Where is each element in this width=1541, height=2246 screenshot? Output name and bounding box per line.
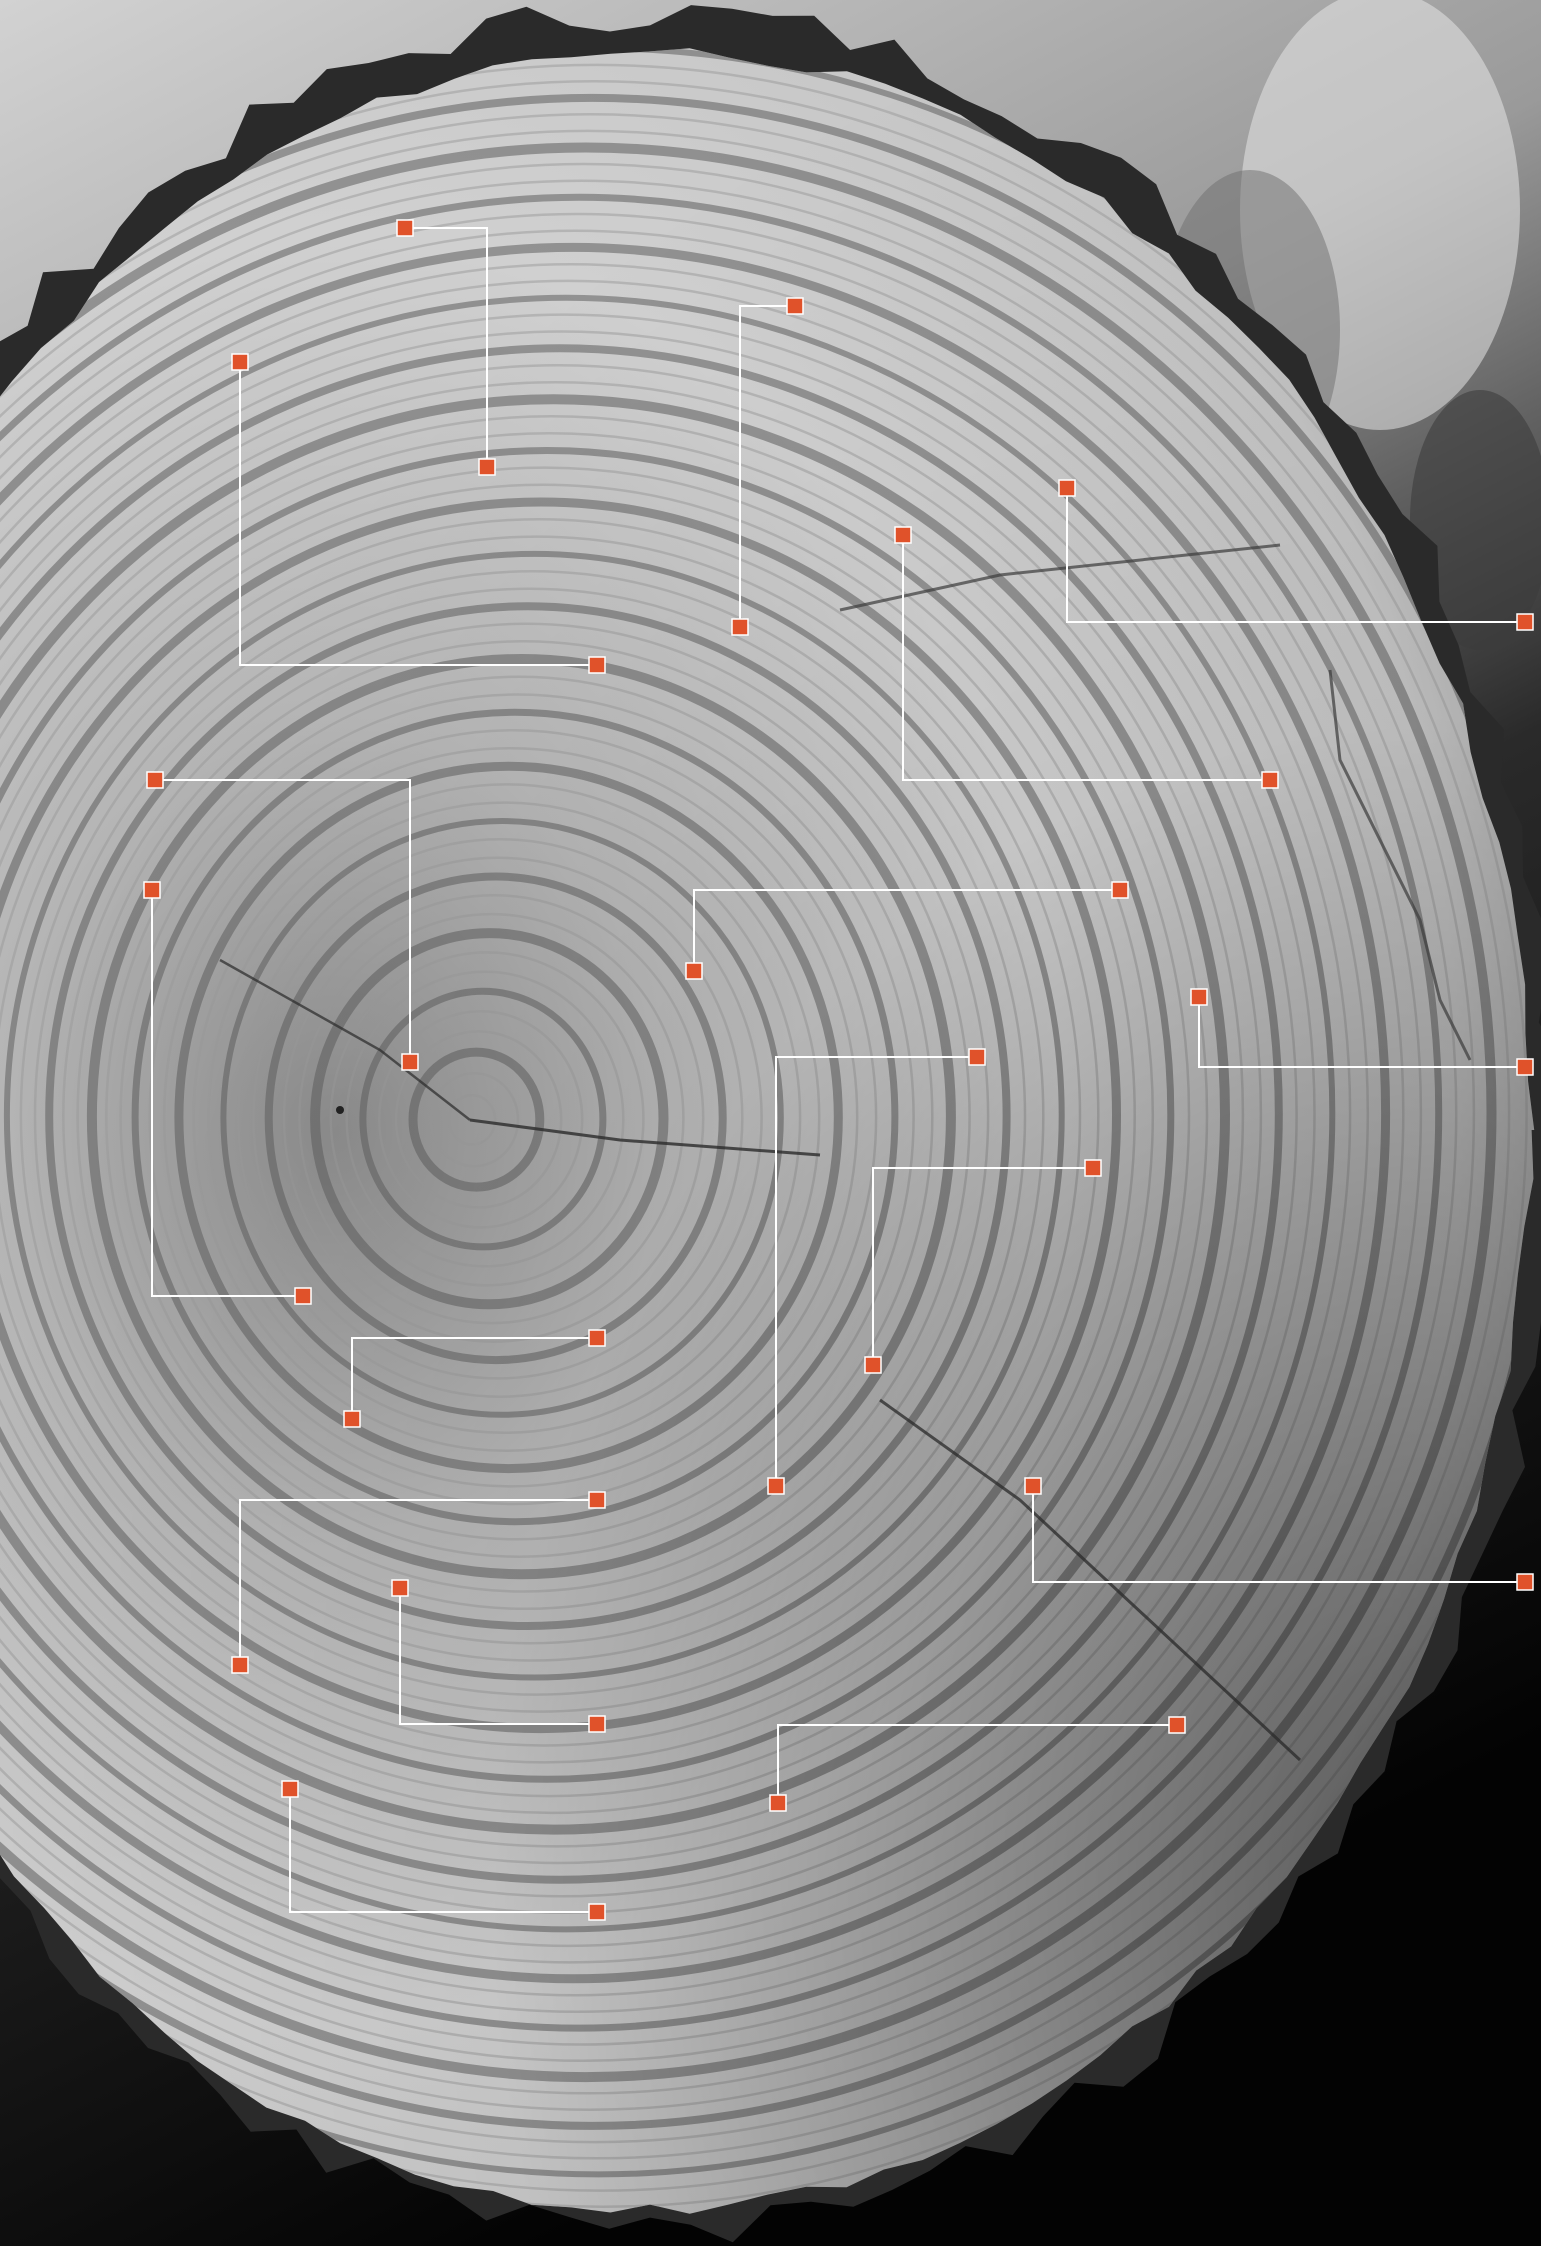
connector-line bbox=[405, 227, 488, 467]
annotation-marker bbox=[588, 656, 606, 674]
connector-line bbox=[399, 1588, 597, 1725]
connector-line bbox=[289, 1789, 597, 1913]
annotation-marker bbox=[401, 1053, 419, 1071]
connector-line bbox=[739, 305, 795, 627]
annotation-marker bbox=[396, 219, 414, 237]
annotation-marker bbox=[1111, 881, 1129, 899]
annotation-marker bbox=[281, 1780, 299, 1798]
annotation-marker bbox=[731, 618, 749, 636]
connector-line bbox=[239, 1499, 597, 1665]
connector-line bbox=[1198, 997, 1525, 1068]
annotation-marker bbox=[1084, 1159, 1102, 1177]
annotation-marker bbox=[1516, 613, 1534, 631]
connector-lines bbox=[151, 227, 1525, 1913]
annotation-marker bbox=[231, 353, 249, 371]
connector-line bbox=[239, 362, 597, 666]
annotation-marker bbox=[769, 1794, 787, 1812]
connector-line bbox=[777, 1724, 1177, 1803]
connector-line bbox=[775, 1056, 977, 1486]
annotation-marker bbox=[146, 771, 164, 789]
annotation-marker bbox=[588, 1903, 606, 1921]
connector-line bbox=[1066, 488, 1525, 623]
annotation-markers bbox=[143, 219, 1534, 1921]
annotation-marker bbox=[588, 1715, 606, 1733]
connector-line bbox=[155, 779, 411, 1062]
connector-line bbox=[1032, 1486, 1525, 1583]
connector-line bbox=[351, 1337, 597, 1419]
annotation-marker bbox=[1024, 1477, 1042, 1495]
annotation-marker bbox=[231, 1656, 249, 1674]
connector-line bbox=[693, 889, 1120, 971]
annotation-marker bbox=[343, 1410, 361, 1428]
annotation-marker bbox=[1190, 988, 1208, 1006]
annotation-marker bbox=[685, 962, 703, 980]
annotation-marker bbox=[1261, 771, 1279, 789]
annotation-marker bbox=[294, 1287, 312, 1305]
connector-line bbox=[902, 535, 1270, 781]
annotation-marker bbox=[786, 297, 804, 315]
annotation-marker bbox=[478, 458, 496, 476]
annotation-marker bbox=[588, 1491, 606, 1509]
annotation-marker bbox=[767, 1477, 785, 1495]
annotation-marker bbox=[1516, 1058, 1534, 1076]
connector-line bbox=[151, 890, 303, 1297]
annotation-marker bbox=[968, 1048, 986, 1066]
annotation-marker bbox=[1058, 479, 1076, 497]
annotation-marker bbox=[1516, 1573, 1534, 1591]
annotation-marker bbox=[894, 526, 912, 544]
annotation-marker bbox=[588, 1329, 606, 1347]
annotation-marker bbox=[864, 1356, 882, 1374]
annotation-marker bbox=[143, 881, 161, 899]
annotation-marker bbox=[1168, 1716, 1186, 1734]
annotation-marker bbox=[391, 1579, 409, 1597]
connector-line bbox=[872, 1167, 1093, 1365]
